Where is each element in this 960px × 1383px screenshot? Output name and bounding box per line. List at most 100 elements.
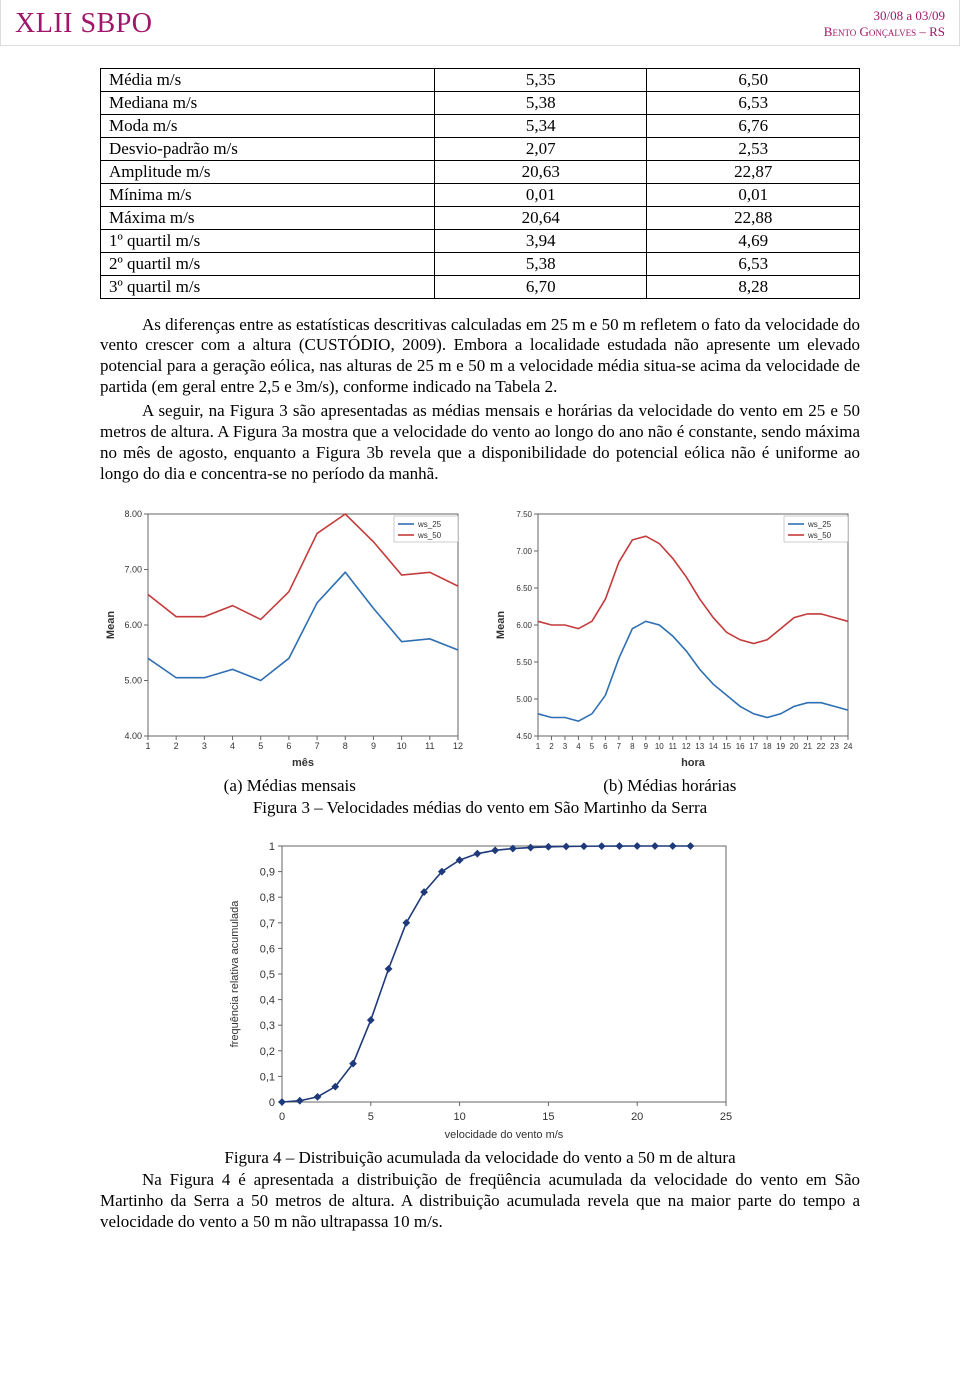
table-cell-value: 0,01 (434, 183, 647, 206)
paragraph-1: As diferenças entre as estatísticas desc… (100, 315, 860, 398)
table-cell-value: 4,69 (647, 229, 860, 252)
header-right: 30/08 a 03/09 Bento Gonçalves – RS (824, 8, 945, 41)
svg-text:15: 15 (722, 742, 731, 751)
svg-text:22: 22 (817, 742, 826, 751)
svg-text:12: 12 (453, 741, 463, 751)
svg-text:2: 2 (174, 741, 179, 751)
svg-text:10: 10 (397, 741, 407, 751)
svg-text:Mean: Mean (495, 611, 507, 639)
table-row: 1º quartil m/s3,944,69 (101, 229, 860, 252)
svg-text:ws_25: ws_25 (417, 520, 442, 529)
svg-text:4.00: 4.00 (124, 731, 142, 741)
table-cell-value: 5,38 (434, 252, 647, 275)
svg-text:23: 23 (830, 742, 839, 751)
svg-text:7: 7 (315, 741, 320, 751)
svg-text:4: 4 (230, 741, 235, 751)
svg-text:0,3: 0,3 (260, 1021, 275, 1033)
table-cell-label: 2º quartil m/s (101, 252, 435, 275)
table-row: Mediana m/s5,386,53 (101, 91, 860, 114)
svg-text:1: 1 (536, 742, 541, 751)
svg-text:mês: mês (292, 757, 314, 769)
table-cell-label: Desvio-padrão m/s (101, 137, 435, 160)
table-cell-value: 5,34 (434, 114, 647, 137)
svg-text:0,6: 0,6 (260, 944, 275, 956)
svg-text:ws_25: ws_25 (807, 520, 832, 529)
table-cell-value: 2,07 (434, 137, 647, 160)
svg-text:8: 8 (343, 741, 348, 751)
table-row: Amplitude m/s20,6322,87 (101, 160, 860, 183)
svg-text:hora: hora (681, 757, 706, 769)
fig3-caption: Figura 3 – Velocidades médias do vento e… (100, 798, 860, 818)
table-cell-value: 22,88 (647, 206, 860, 229)
svg-text:5.50: 5.50 (516, 658, 532, 667)
table-cell-label: Moda m/s (101, 114, 435, 137)
caption-b: (b) Médias horárias (603, 776, 736, 796)
table-cell-value: 5,38 (434, 91, 647, 114)
header-location: Bento Gonçalves – RS (824, 24, 945, 40)
captions-row: (a) Médias mensais (b) Médias horárias (100, 776, 860, 796)
caption-a: (a) Médias mensais (224, 776, 356, 796)
svg-text:5: 5 (368, 1111, 374, 1123)
svg-text:0,9: 0,9 (260, 867, 275, 879)
svg-text:0,2: 0,2 (260, 1046, 275, 1058)
svg-text:19: 19 (776, 742, 785, 751)
svg-text:frequência relativa acumulada: frequência relativa acumulada (229, 900, 241, 1048)
svg-text:velocidade do vento m/s: velocidade do vento m/s (445, 1129, 564, 1141)
table-row: Moda m/s5,346,76 (101, 114, 860, 137)
svg-text:9: 9 (644, 742, 649, 751)
table-cell-label: 3º quartil m/s (101, 275, 435, 298)
svg-text:15: 15 (542, 1111, 554, 1123)
svg-text:4: 4 (576, 742, 581, 751)
svg-text:1: 1 (269, 841, 275, 853)
svg-text:8.00: 8.00 (124, 509, 142, 519)
svg-text:11: 11 (669, 742, 678, 751)
svg-text:8: 8 (630, 742, 635, 751)
logo: XLII SBPO (15, 8, 153, 40)
svg-text:0,8: 0,8 (260, 893, 275, 905)
table-cell-value: 20,63 (434, 160, 647, 183)
svg-text:6: 6 (603, 742, 608, 751)
table-cell-value: 5,35 (434, 68, 647, 91)
svg-text:0: 0 (279, 1111, 285, 1123)
svg-text:12: 12 (682, 742, 691, 751)
svg-text:5.00: 5.00 (124, 676, 142, 686)
svg-text:9: 9 (371, 741, 376, 751)
table-cell-value: 6,50 (647, 68, 860, 91)
chart-4: 00,10,20,30,40,50,60,70,80,910510152025f… (220, 834, 740, 1144)
svg-text:20: 20 (631, 1111, 643, 1123)
stats-table: Média m/s5,356,50Mediana m/s5,386,53Moda… (100, 68, 860, 299)
table-cell-value: 0,01 (647, 183, 860, 206)
chart4-wrap: 00,10,20,30,40,50,60,70,80,910510152025f… (100, 834, 860, 1144)
table-cell-value: 3,94 (434, 229, 647, 252)
table-cell-value: 22,87 (647, 160, 860, 183)
svg-text:10: 10 (655, 742, 664, 751)
chart-b: 4.505.005.506.006.507.007.50123456789101… (490, 502, 860, 772)
svg-text:0,7: 0,7 (260, 918, 275, 930)
table-cell-label: Amplitude m/s (101, 160, 435, 183)
table-cell-value: 20,64 (434, 206, 647, 229)
table-cell-value: 2,53 (647, 137, 860, 160)
table-row: 2º quartil m/s5,386,53 (101, 252, 860, 275)
table-cell-value: 6,53 (647, 252, 860, 275)
table-cell-label: Mínima m/s (101, 183, 435, 206)
table-cell-value: 6,76 (647, 114, 860, 137)
svg-text:5: 5 (258, 741, 263, 751)
svg-text:16: 16 (736, 742, 745, 751)
svg-text:4.50: 4.50 (516, 732, 532, 741)
svg-text:3: 3 (563, 742, 568, 751)
table-row: Máxima m/s20,6422,88 (101, 206, 860, 229)
table-cell-label: Mediana m/s (101, 91, 435, 114)
table-row: Mínima m/s0,010,01 (101, 183, 860, 206)
svg-text:6.00: 6.00 (124, 620, 142, 630)
chart-a-box: 4.005.006.007.008.00123456789101112Meanm… (100, 502, 470, 772)
svg-text:21: 21 (803, 742, 812, 751)
chart-a: 4.005.006.007.008.00123456789101112Meanm… (100, 502, 470, 772)
footer-paragraph: Na Figura 4 é apresentada a distribuição… (100, 1170, 860, 1232)
fig4-caption: Figura 4 – Distribuição acumulada da vel… (100, 1148, 860, 1168)
svg-text:0,4: 0,4 (260, 995, 275, 1007)
svg-text:20: 20 (790, 742, 799, 751)
table-cell-label: Média m/s (101, 68, 435, 91)
svg-text:0,5: 0,5 (260, 969, 275, 981)
svg-text:ws_50: ws_50 (417, 531, 442, 540)
chart-b-box: 4.505.005.506.006.507.007.50123456789101… (490, 502, 860, 772)
